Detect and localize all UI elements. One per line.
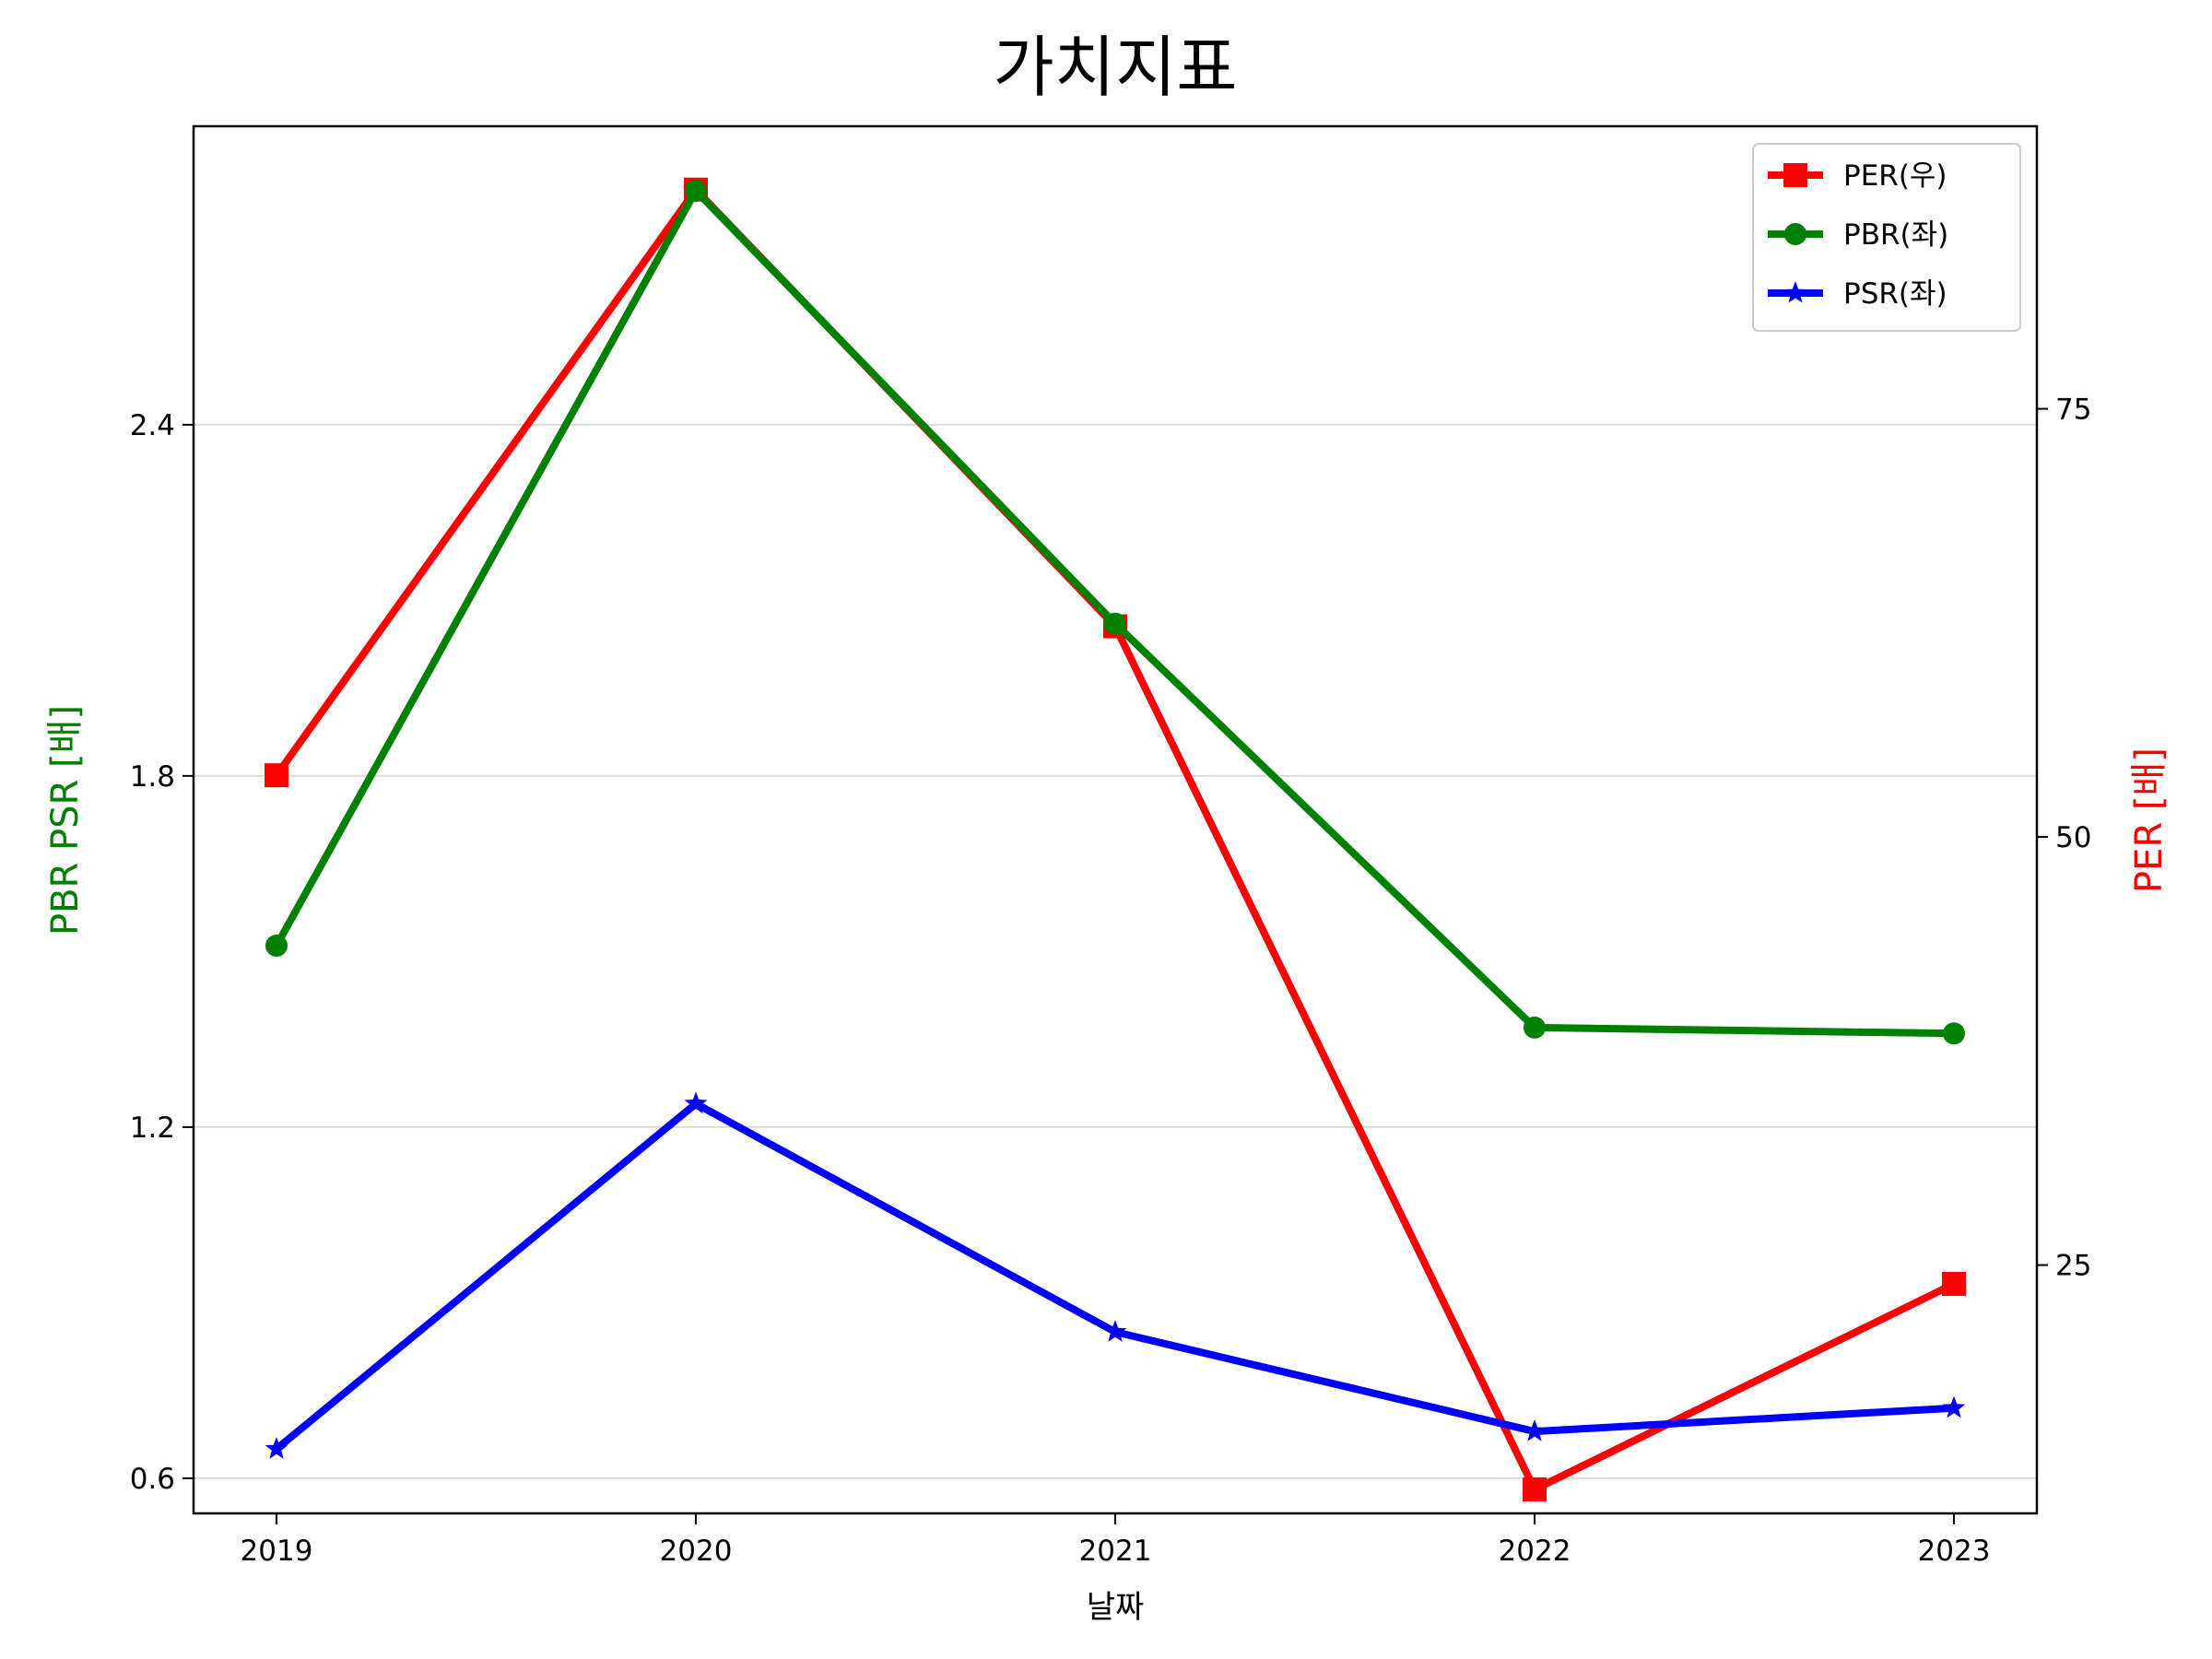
grid-lines <box>194 424 2037 1479</box>
point-psr <box>265 1437 288 1459</box>
legend: PER(우) PBR(좌) PSR(좌) <box>1752 143 2021 332</box>
x-axis-ticks: 2019 2020 2021 2022 2023 <box>241 1513 1991 1568</box>
left-axis-ticks: 0.6 1.2 1.8 2.4 <box>130 409 194 1496</box>
right-axis-ticks: 25 50 75 <box>2037 394 2091 1283</box>
point-psr <box>1523 1419 1547 1441</box>
point-per <box>265 763 288 788</box>
point-pbr <box>1104 612 1126 635</box>
left-tick-label: 2.4 <box>130 409 175 442</box>
legend-label-per: PER(우) <box>1843 159 1947 193</box>
series-psr <box>265 1091 1966 1459</box>
legend-marker-pbr <box>1784 223 1806 245</box>
chart-title: 가치지표 <box>994 29 1238 106</box>
x-axis-title: 날짜 <box>1087 1589 1145 1626</box>
right-tick-label: 50 <box>2055 821 2091 854</box>
point-pbr <box>1524 1016 1546 1039</box>
left-tick-label: 0.6 <box>130 1463 175 1496</box>
x-tick-label: 2022 <box>1499 1535 1571 1568</box>
point-per <box>1942 1272 1966 1297</box>
point-psr <box>1103 1320 1127 1342</box>
right-axis-title: PER [배] <box>2128 747 2171 893</box>
right-tick-label: 25 <box>2055 1250 2091 1283</box>
point-pbr <box>1943 1022 1965 1045</box>
series-line-psr <box>274 1100 1955 1453</box>
series-layer <box>265 177 1966 1501</box>
left-tick-label: 1.2 <box>130 1112 175 1145</box>
point-psr <box>684 1091 708 1113</box>
point-psr <box>1942 1395 1966 1418</box>
point-pbr <box>685 179 707 202</box>
series-line-pbr <box>273 186 1955 1038</box>
left-axis-title: PBR PSR [배] <box>44 705 87 935</box>
point-pbr <box>265 935 288 958</box>
legend-box <box>1752 143 2021 332</box>
plot-frame <box>192 124 2039 1515</box>
point-per <box>1523 1477 1547 1501</box>
right-tick-label: 75 <box>2055 394 2091 427</box>
x-tick-label: 2023 <box>1918 1535 1991 1568</box>
legend-label-pbr: PBR(좌) <box>1843 218 1948 252</box>
legend-label-psr: PSR(좌) <box>1843 277 1947 311</box>
x-tick-label: 2020 <box>660 1535 733 1568</box>
left-tick-label: 1.8 <box>130 760 175 794</box>
legend-marker-psr <box>1783 281 1807 303</box>
x-tick-label: 2019 <box>241 1535 313 1568</box>
x-tick-label: 2021 <box>1079 1535 1152 1568</box>
series-line-per <box>273 185 1956 1493</box>
series-pbr <box>265 179 1965 1045</box>
series-per <box>265 177 1966 1501</box>
legend-marker-per <box>1783 163 1807 187</box>
